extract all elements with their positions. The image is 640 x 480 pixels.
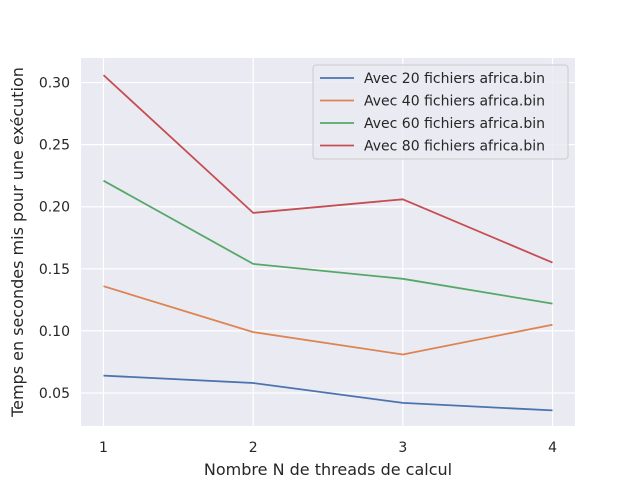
series-line-3: [103, 179, 553, 305]
legend-frame: [312, 64, 569, 160]
y-tick-label: 0.15: [39, 262, 70, 278]
legend-label-1: Avec 20 fichiers africa.bin: [364, 71, 545, 87]
y-tick-label: 0.30: [39, 76, 70, 92]
y-tick-label: 0.20: [39, 200, 70, 216]
x-axis-label: Nombre N de threads de calcul: [204, 460, 452, 479]
x-tick-labels: 1 2 3 4: [99, 440, 557, 456]
y-tick-label: 0.25: [39, 138, 70, 154]
x-tick-label: 3: [398, 440, 407, 456]
legend-label-3: Avec 60 fichiers africa.bin: [364, 116, 545, 132]
series-line-2: [103, 285, 553, 356]
x-tick-label: 1: [99, 440, 108, 456]
y-tick-label: 0.05: [39, 386, 70, 402]
legend-label-4: Avec 80 fichiers africa.bin: [364, 139, 545, 155]
x-tick-label: 2: [249, 440, 258, 456]
x-tick-label: 4: [548, 440, 557, 456]
y-tick-label: 0.10: [39, 324, 70, 340]
series-layer: [102, 74, 553, 412]
legend: Avec 20 fichiers africa.bin Avec 40 fichi…: [312, 64, 569, 160]
legend-label-2: Avec 40 fichiers africa.bin: [364, 94, 545, 110]
y-tick-labels: 0.05 0.10 0.15 0.20 0.25 0.30: [39, 76, 70, 402]
series-line-4: [102, 74, 553, 264]
y-axis-label: Temps en secondes mis pour une exécution: [8, 67, 27, 418]
series-line-1: [103, 374, 553, 412]
